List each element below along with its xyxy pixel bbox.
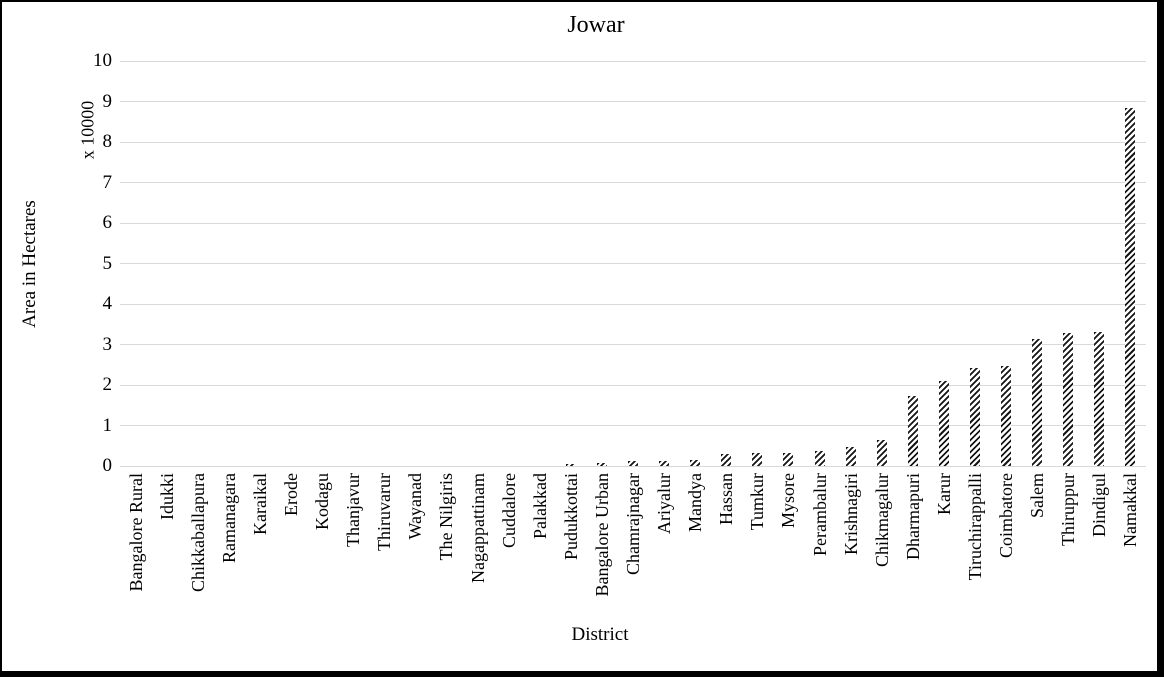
x-axis-label: Salem <box>1027 473 1048 518</box>
x-axis-label: Coimbatore <box>996 473 1017 558</box>
x-axis-label: Thanjavur <box>343 473 364 547</box>
bar <box>877 440 887 466</box>
x-axis-label: Nagappattinam <box>467 473 488 583</box>
bar <box>628 461 638 466</box>
x-axis-label: Chamrajnagar <box>623 473 643 575</box>
bar <box>1032 339 1042 466</box>
x-axis-title: District <box>571 624 629 645</box>
y-tick-label: 5 <box>102 252 113 274</box>
gridline <box>120 141 1146 143</box>
gridline <box>120 303 1146 305</box>
gridline <box>120 425 1146 426</box>
x-axis-label: Kodagu <box>312 473 333 530</box>
y-axis-title: Area in Hectares <box>19 200 40 328</box>
bar <box>1001 366 1011 466</box>
bar <box>690 460 700 466</box>
y-tick-label: 1 <box>102 414 113 436</box>
bar <box>659 461 669 466</box>
x-axis-label: Karur <box>933 473 954 515</box>
x-axis-label: Thiruvarur <box>374 473 395 551</box>
bar <box>1063 333 1073 466</box>
y-tick-label: 2 <box>102 374 113 395</box>
x-axis-label: Krishnagiri <box>840 473 861 555</box>
y-tick-label: 10 <box>93 50 112 71</box>
bar <box>1094 332 1104 466</box>
bar <box>783 453 793 466</box>
x-axis-label: The Nilgiris <box>436 473 457 561</box>
x-axis-label: Cuddalore <box>498 473 519 548</box>
x-axis-label: Tiruchirappalli <box>965 473 985 581</box>
x-axis-label: Dharmapuri <box>902 473 923 560</box>
bar <box>597 463 607 466</box>
gridline <box>120 60 1146 62</box>
bar <box>939 381 949 466</box>
x-axis-label: Pudukkottai <box>560 473 581 561</box>
bar <box>752 453 762 466</box>
gridline <box>120 465 1146 467</box>
gridline <box>120 101 1146 102</box>
gridline <box>120 384 1146 386</box>
x-axis-label: Idukki <box>156 473 177 520</box>
x-axis-label: Chikmagalur <box>871 473 892 567</box>
x-axis-label: Mysore <box>778 473 799 528</box>
x-axis-label: Hassan <box>716 473 737 525</box>
bar <box>908 396 918 466</box>
bar <box>566 464 576 466</box>
gridline <box>120 222 1146 224</box>
x-axis-label: Wayanad <box>405 473 426 540</box>
bar <box>815 451 825 466</box>
gridline <box>120 182 1146 183</box>
x-axis-label: Ramanagara <box>218 473 239 563</box>
y-tick-label: 8 <box>102 131 113 152</box>
x-axis-label: Erode <box>281 473 301 516</box>
y-tick-label: 4 <box>102 293 113 314</box>
bar <box>970 368 980 466</box>
x-axis-label: Ariyalur <box>654 473 675 534</box>
x-axis-label: Mandya <box>685 473 706 532</box>
y-tick-label: 9 <box>102 90 113 112</box>
x-axis-label: Namakkal <box>1120 473 1141 547</box>
y-tick-label: 6 <box>102 212 113 233</box>
x-axis-label: Thiruppur <box>1058 473 1079 546</box>
gridline <box>120 263 1146 264</box>
y-tick-label: 3 <box>102 333 113 355</box>
chart-title: Jowar <box>567 12 625 38</box>
x-axis-label: Palakkad <box>529 473 550 539</box>
bar <box>1125 108 1135 466</box>
x-axis-label: Chikkaballapura <box>187 473 208 592</box>
gridline <box>120 344 1146 345</box>
y-tick-label: 7 <box>102 171 113 193</box>
x-axis-label: Bangalore Rural <box>125 473 146 592</box>
bar <box>721 454 731 466</box>
x-axis-label: Perambalur <box>809 473 830 556</box>
x-axis-label: Tumkur <box>747 473 768 531</box>
bar <box>846 447 856 466</box>
x-axis-label: Dindigul <box>1089 473 1110 538</box>
y-tick-label: 0 <box>102 455 113 476</box>
x-axis-label: Bangalore Urban <box>591 473 612 597</box>
x-axis-label: Karaikal <box>249 473 270 535</box>
